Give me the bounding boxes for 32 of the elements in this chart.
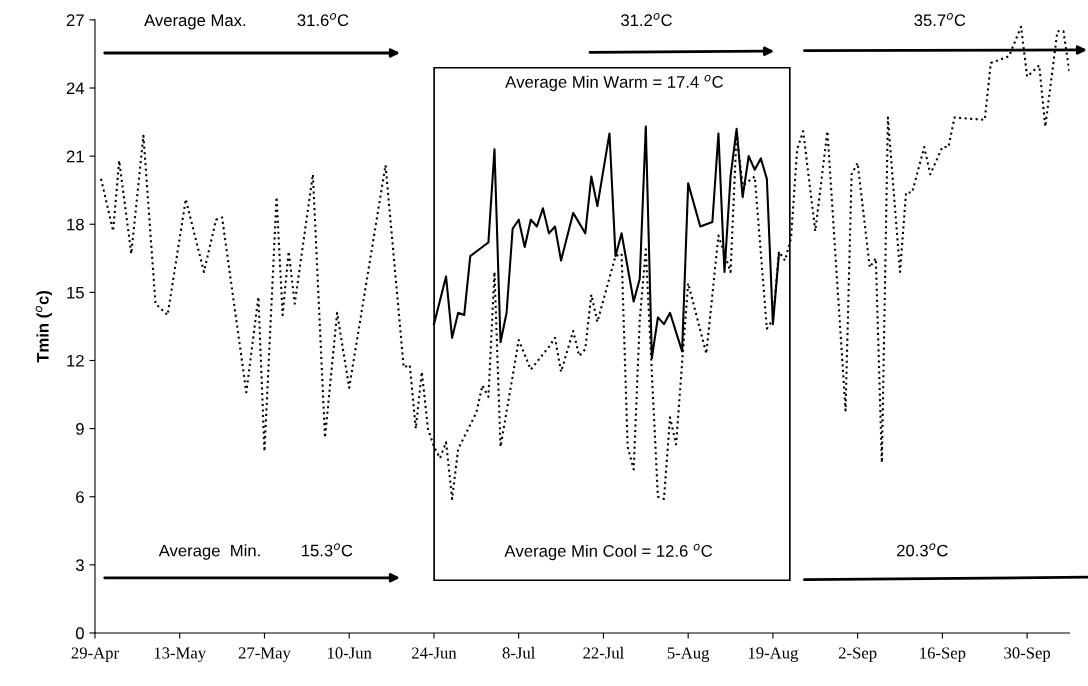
annotation: Average Max.	[144, 14, 246, 30]
annotation: 31.6$^{o}$C	[297, 13, 349, 27]
annotation: 20.3$^{o}$C	[897, 543, 948, 557]
y-axis-title: Tmin ($^{o}$c)	[35, 291, 53, 363]
y-tick-label: 12	[67, 354, 84, 367]
y-tick-label: 3	[75, 559, 84, 572]
y-tick-label: 27	[66, 14, 84, 26]
annotation: 31.2$^{o}$C	[621, 13, 672, 27]
x-tick-label: 27-May	[238, 647, 291, 662]
x-tick-label: 2-Sep	[838, 647, 877, 662]
annotation: Average Min.	[158, 544, 260, 560]
y-tick-label: 6	[76, 491, 84, 503]
y-tick-label: 9	[76, 423, 84, 435]
x-tick-label: 5-Aug	[667, 647, 710, 662]
y-tick-label: 21	[66, 150, 84, 163]
annotation: Average Min Cool = 12.6 $^{o}$C	[504, 543, 713, 561]
x-tick-label: 29-Apr	[71, 647, 119, 662]
annotation: Average Min Warm = 17.4 $^{o}$C	[505, 74, 723, 92]
annotation: 35.7$^{o}$C	[914, 13, 966, 27]
x-tick-label: 30-Sep	[1004, 647, 1051, 662]
x-tick-label: 8-Jul	[502, 646, 536, 659]
y-tick-label: 15	[67, 286, 84, 299]
y-tick-label: 0	[75, 627, 84, 640]
x-tick-label: 19-Aug	[748, 647, 799, 662]
x-tick-label: 16-Sep	[920, 647, 966, 662]
x-tick-label: 10-Jun	[327, 647, 372, 659]
annotation: 15.3$^{o}$C	[302, 543, 353, 557]
x-tick-label: 22-Jul	[583, 646, 624, 659]
x-tick-label: 13-May	[154, 647, 207, 662]
y-tick-label: 18	[67, 218, 84, 231]
x-tick-label: 24-Jun	[411, 647, 457, 659]
y-tick-label: 24	[66, 82, 85, 95]
